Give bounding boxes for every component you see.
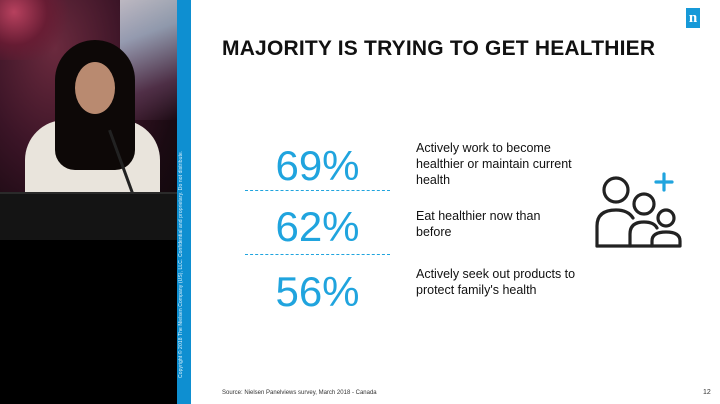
slide-title: MAJORITY IS TRYING TO GET HEALTHIER xyxy=(222,37,656,60)
divider-2 xyxy=(245,254,390,255)
presentation-slide xyxy=(191,0,720,404)
speaker-face xyxy=(75,62,115,114)
source-note: Source: Nielsen Panelviews survey, March… xyxy=(222,390,377,396)
stat-text-1: Actively work to become healthier or mai… xyxy=(416,141,572,187)
video-black-area xyxy=(0,240,183,404)
copyright-strip xyxy=(177,0,191,404)
podium xyxy=(0,192,183,242)
page-number: 12 xyxy=(703,389,711,396)
family-add-icon xyxy=(595,172,682,248)
divider-1 xyxy=(245,190,390,191)
stat-value-2: 62% xyxy=(275,203,360,250)
copyright-text: Copyright © 2018 The Nielsen Company (US… xyxy=(178,150,184,378)
speaker-video xyxy=(0,0,183,404)
stage-light xyxy=(0,0,70,60)
stat-text-3: Actively seek out products to protect fa… xyxy=(416,267,576,297)
nielsen-logo: n xyxy=(686,8,700,28)
stat-text-2: Eat healthier now than before xyxy=(416,209,541,239)
stat-value-1: 69% xyxy=(275,142,360,189)
stat-value-3: 56% xyxy=(275,268,360,315)
